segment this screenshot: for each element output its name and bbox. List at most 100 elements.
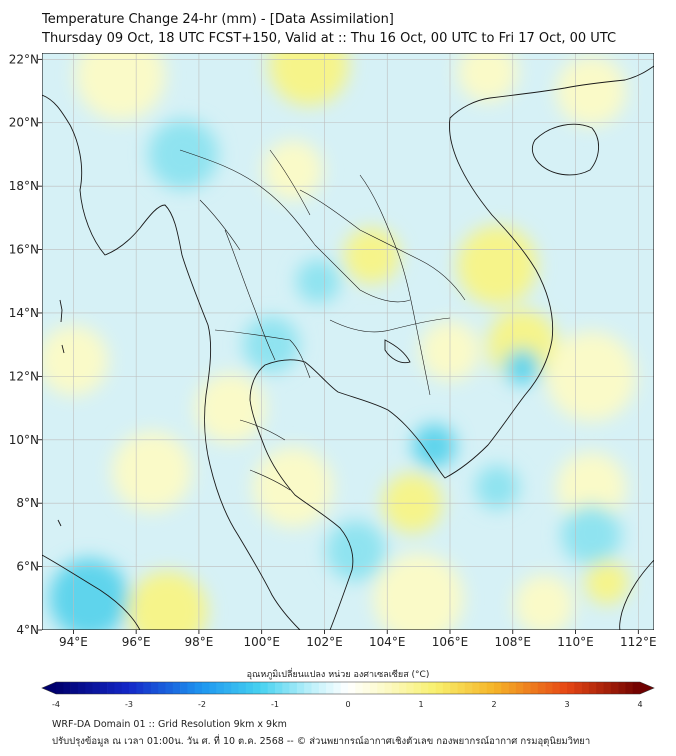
colorbar-segment — [501, 682, 509, 694]
colorbar-segment — [464, 682, 473, 694]
field-anomaly — [148, 119, 219, 190]
field-anomaly — [325, 520, 386, 581]
colorbar-segment — [515, 682, 524, 694]
colorbar-segment — [369, 682, 378, 694]
lat-label: 18°N — [9, 179, 39, 193]
colorbar-segment — [632, 682, 641, 694]
lon-label: 112°E — [620, 635, 657, 649]
colorbar-segment — [253, 682, 261, 694]
latitude-labels: 22°N 20°N 18°N 16°N 14°N 12°N 10°N 8°N 6°N 4°N — [9, 52, 42, 637]
field-anomaly — [253, 447, 334, 528]
lon-label: 104°E — [369, 635, 406, 649]
colorbar-segment — [180, 682, 188, 694]
lon-label: 102°E — [306, 635, 343, 649]
colorbar-segment — [552, 682, 560, 694]
field-anomaly — [514, 574, 575, 630]
colorbar-segment — [209, 682, 217, 694]
colorbar-segment — [129, 682, 137, 694]
sumatra-coastline — [42, 554, 141, 630]
field-anomaly — [75, 53, 166, 121]
lat-label: 8°N — [16, 496, 39, 510]
colorbar-segment — [326, 682, 334, 694]
borneo-coastline — [619, 559, 654, 630]
lat-label: 22°N — [9, 52, 39, 66]
lat-label: 12°N — [9, 369, 39, 383]
colorbar-segment — [450, 682, 458, 694]
colorbar-tick-label: 4 — [637, 700, 642, 709]
colorbar-tick-label: -1 — [271, 700, 279, 709]
colorbar-segment — [333, 682, 341, 694]
field-anomaly — [412, 424, 457, 469]
lon-label: 106°E — [432, 635, 469, 649]
colorbar-segment — [494, 682, 502, 694]
temperature-field — [42, 53, 637, 630]
colorbar-outline — [41, 681, 655, 695]
colorbar-segment — [508, 682, 517, 694]
colorbar-segment — [559, 682, 568, 694]
colorbar-segment — [428, 682, 436, 694]
field-anomaly — [487, 309, 558, 380]
lon-label: 98°E — [184, 635, 213, 649]
colorbar-segment — [581, 682, 590, 694]
colorbar-ticks: -4 -3 -2 -1 0 1 2 3 4 — [52, 700, 643, 709]
colorbar-segment — [56, 682, 64, 694]
colorbar-segment — [421, 682, 429, 694]
colorbar-segment — [296, 682, 305, 694]
colorbar-segment — [545, 682, 553, 694]
colorbar-min-arrow — [42, 682, 56, 694]
field-anomaly — [504, 348, 541, 385]
temperature-colorbar: -4 -3 -2 -1 0 1 2 3 4 — [41, 681, 655, 709]
lon-label: 94°E — [59, 635, 88, 649]
colorbar-segment — [245, 682, 254, 694]
colorbar-segment — [202, 682, 210, 694]
colorbar-segment — [260, 682, 268, 694]
colorbar-segment — [340, 682, 349, 694]
tonle-sap — [384, 339, 411, 364]
longitude-labels: 94°E 96°E 98°E 100°E 102°E 104°E 106°E 108°E 110… — [59, 630, 657, 649]
colorbar-segment — [472, 682, 480, 694]
update-credit: ปรับปรุงข้อมูล ณ เวลา 01:00น. วัน ศ. ที่… — [52, 736, 591, 747]
temperature-change-map: 94°E 96°E 98°E 100°E 102°E 104°E 106°E 108°E 110… — [9, 52, 657, 649]
lon-label: 100°E — [243, 635, 280, 649]
field-anomaly — [127, 570, 208, 630]
colorbar-segment — [267, 682, 276, 694]
colorbar-segment — [187, 682, 195, 694]
colorbar-segment — [311, 682, 320, 694]
model-info: WRF-DA Domain 01 :: Grid Resolution 9km … — [52, 719, 287, 730]
field-anomaly — [561, 504, 622, 565]
colorbar-segment — [107, 682, 115, 694]
mainland-coastline — [42, 65, 654, 630]
colorbar-segment — [165, 682, 174, 694]
colorbar-caption: อุณหภูมิเปลี่ยนแปลง หน่วย องศาเซลเซียส (… — [246, 670, 430, 680]
lat-label: 14°N — [9, 306, 39, 320]
field-anomaly — [457, 225, 538, 306]
andaman-islands — [57, 299, 65, 527]
colorbar-segment — [625, 682, 633, 694]
field-anomaly — [475, 465, 520, 510]
field-anomaly — [584, 560, 629, 605]
field-anomaly — [457, 53, 518, 103]
colorbar-segment — [216, 682, 225, 694]
colorbar-segment — [603, 682, 612, 694]
colorbar-segment — [399, 682, 407, 694]
colorbar-segment — [486, 682, 495, 694]
lat-label: 10°N — [9, 433, 39, 447]
colorbar-tick-label: 2 — [491, 700, 496, 709]
colorbar-segment — [588, 682, 597, 694]
field-anomaly — [268, 53, 349, 106]
lon-label: 96°E — [122, 635, 151, 649]
colorbar-segment — [610, 682, 619, 694]
colorbar-segment — [92, 682, 101, 694]
colorbar-segment — [121, 682, 130, 694]
field-anomaly — [49, 558, 130, 630]
map-title: Temperature Change 24-hr (mm) - [Data As… — [42, 12, 394, 27]
colorbar-segment — [355, 682, 363, 694]
colorbar-segment — [457, 682, 466, 694]
colorbar-segment — [85, 682, 93, 694]
field-anomaly — [243, 316, 300, 373]
field-anomaly — [296, 259, 341, 304]
colorbar-tick-label: 1 — [418, 700, 423, 709]
field-anomaly — [373, 553, 464, 630]
lat-label: 20°N — [9, 116, 39, 130]
colorbar-segment — [574, 682, 582, 694]
